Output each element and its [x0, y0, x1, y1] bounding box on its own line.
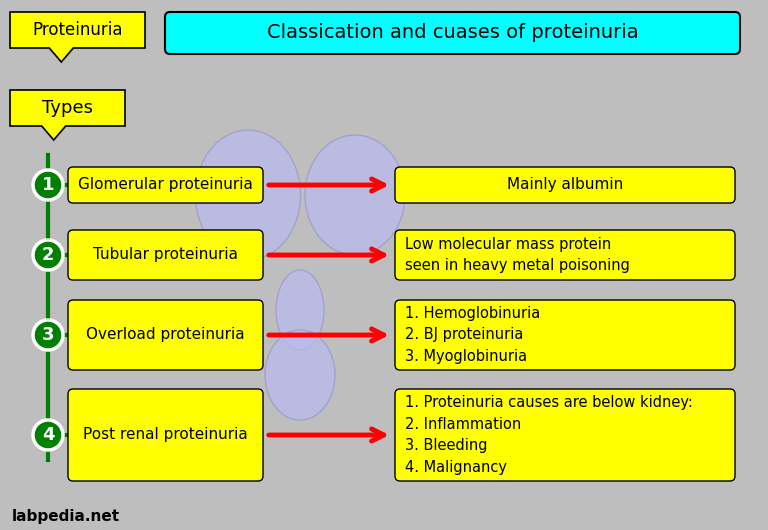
Text: Mainly albumin: Mainly albumin	[507, 178, 623, 192]
Circle shape	[33, 170, 63, 200]
Ellipse shape	[265, 330, 335, 420]
Ellipse shape	[305, 135, 405, 255]
Circle shape	[33, 420, 63, 450]
FancyBboxPatch shape	[68, 300, 263, 370]
Text: Tubular proteinuria: Tubular proteinuria	[93, 248, 238, 262]
Text: Proteinuria: Proteinuria	[32, 21, 123, 39]
FancyBboxPatch shape	[165, 12, 740, 54]
Text: 3: 3	[41, 326, 55, 344]
FancyBboxPatch shape	[395, 230, 735, 280]
Text: 1. Hemoglobinuria
2. BJ proteinuria
3. Myoglobinuria: 1. Hemoglobinuria 2. BJ proteinuria 3. M…	[405, 306, 540, 364]
Circle shape	[33, 240, 63, 270]
Polygon shape	[10, 90, 125, 140]
FancyBboxPatch shape	[395, 167, 735, 203]
Text: Overload proteinuria: Overload proteinuria	[86, 328, 245, 342]
Text: 2: 2	[41, 246, 55, 264]
Polygon shape	[10, 12, 145, 62]
FancyBboxPatch shape	[395, 300, 735, 370]
Text: 4: 4	[41, 426, 55, 444]
Ellipse shape	[276, 270, 324, 350]
Text: Types: Types	[42, 99, 93, 117]
Text: Post renal proteinuria: Post renal proteinuria	[83, 428, 248, 443]
Text: Classication and cuases of proteinuria: Classication and cuases of proteinuria	[266, 23, 638, 42]
Circle shape	[33, 320, 63, 350]
FancyBboxPatch shape	[68, 167, 263, 203]
Text: Low molecular mass protein
seen in heavy metal poisoning: Low molecular mass protein seen in heavy…	[405, 237, 630, 273]
Text: labpedia.net: labpedia.net	[12, 508, 120, 524]
FancyBboxPatch shape	[68, 230, 263, 280]
Text: 1. Proteinuria causes are below kidney:
2. Inflammation
3. Bleeding
4. Malignanc: 1. Proteinuria causes are below kidney: …	[405, 395, 693, 475]
Ellipse shape	[196, 130, 300, 260]
FancyBboxPatch shape	[395, 389, 735, 481]
Text: 1: 1	[41, 176, 55, 194]
FancyBboxPatch shape	[68, 389, 263, 481]
Text: Glomerular proteinuria: Glomerular proteinuria	[78, 178, 253, 192]
